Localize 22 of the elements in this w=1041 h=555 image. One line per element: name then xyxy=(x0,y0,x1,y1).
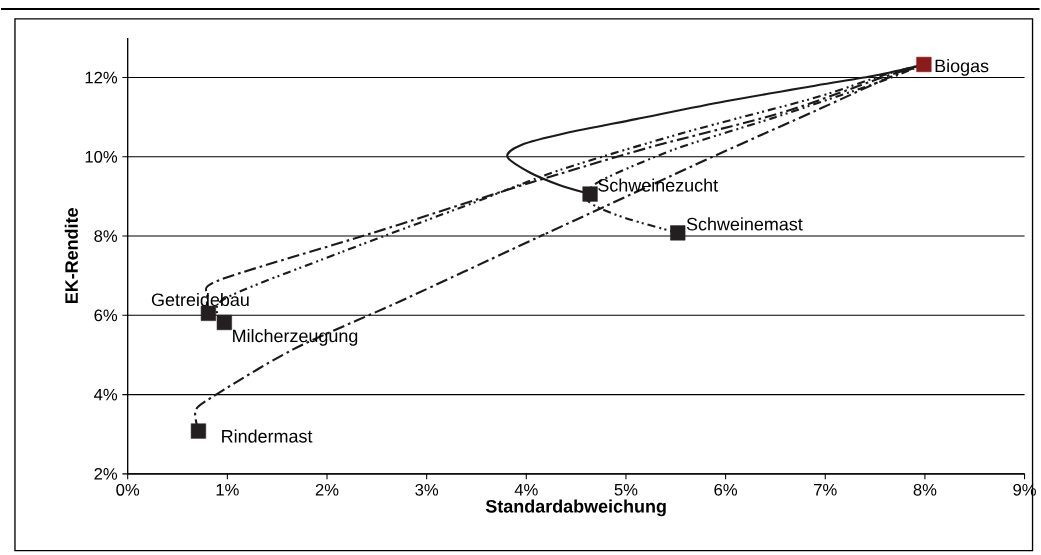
y-tick-label: 10% xyxy=(85,151,118,163)
x-tick-label: 7% xyxy=(814,484,837,496)
x-tick-label: 8% xyxy=(913,484,937,496)
x-tick-label: 3% xyxy=(415,484,439,496)
annotation: Biogas xyxy=(935,59,989,76)
x-tick-label: 1% xyxy=(216,484,239,496)
x-tick-label: 2% xyxy=(315,484,339,496)
x-axis-title: Standardabweichung xyxy=(485,499,666,517)
y-tick-label: 12% xyxy=(85,71,118,84)
y-tick-label: 2% xyxy=(94,468,118,480)
x-tick-label: 4% xyxy=(514,484,538,496)
y-tick-label: 4% xyxy=(94,388,118,401)
y-tick-label: 8% xyxy=(94,230,118,243)
y-axis-title: EK-Rendite xyxy=(64,208,78,304)
x-tick-label: 6% xyxy=(714,484,738,496)
annotation: Schweinemast xyxy=(686,217,803,231)
x-tick-label: 5% xyxy=(614,484,638,496)
annotation: Milcherzeugung xyxy=(233,329,358,346)
y-tick-label: 6% xyxy=(94,309,118,322)
annotation: Rindermast xyxy=(222,429,313,443)
annotation: Schweinezucht xyxy=(598,178,718,192)
x-tick-label: 0% xyxy=(116,484,140,496)
